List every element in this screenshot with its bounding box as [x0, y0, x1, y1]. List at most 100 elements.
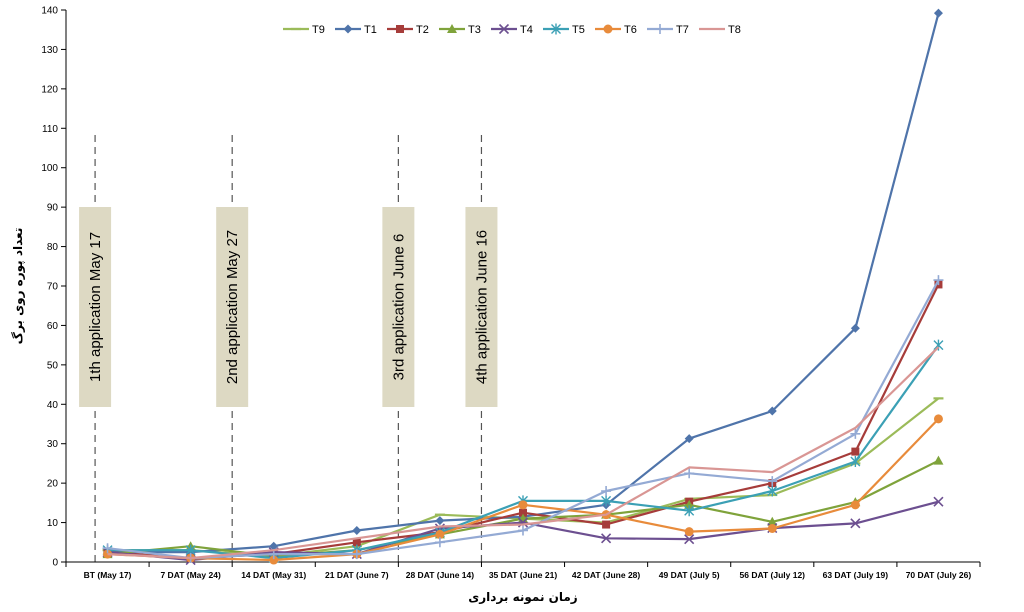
data-point-t2 [352, 538, 361, 547]
y-tick-label: 70 [47, 282, 59, 293]
data-point-t6 [933, 414, 943, 424]
data-point-t2 [519, 508, 527, 517]
data-point-t3 [767, 516, 778, 526]
y-tick-label: 90 [47, 203, 59, 214]
application-label-box [382, 207, 415, 407]
data-point-t4 [933, 496, 944, 507]
legend-item-t4: T4 [491, 23, 533, 36]
application-label-box [216, 207, 249, 407]
legend-item-t1: T1 [335, 24, 377, 36]
data-point-t7 [684, 468, 695, 479]
application-annotations: 1th application May 17 2nd application Ma… [79, 135, 498, 562]
x-tick-label: 63 DAT (July 19) [823, 570, 889, 580]
legend-label: T4 [520, 24, 533, 36]
data-point-t5 [684, 505, 695, 517]
data-point-t7 [850, 428, 861, 439]
y-tick-label: 120 [41, 84, 58, 95]
legend-marker [551, 23, 561, 35]
data-point-t6 [684, 527, 694, 537]
data-point-t5 [601, 495, 612, 507]
data-point-t1 [269, 541, 279, 551]
legend-label: T5 [572, 24, 585, 36]
legend-item-t5: T5 [543, 23, 585, 36]
legend-marker [447, 24, 457, 33]
application-label: 1th application May 17 [87, 232, 104, 382]
y-tick-label: 0 [52, 558, 58, 569]
data-point-t6 [850, 500, 860, 510]
y-tick-label: 60 [47, 321, 59, 332]
series-t6 [103, 414, 943, 565]
y-tick-label: 50 [47, 360, 59, 371]
y-tick-label: 40 [47, 400, 59, 411]
data-point-t7 [933, 275, 944, 286]
y-axis-title: تعداد پوره روی برگ [10, 228, 26, 345]
legend-label: T7 [676, 24, 689, 36]
legend-label: T1 [364, 24, 377, 36]
x-tick-label: 56 DAT (July 12) [740, 570, 806, 580]
data-point-t5 [933, 339, 944, 351]
data-point-t7 [767, 476, 778, 487]
data-point-t7 [351, 549, 362, 560]
x-tick-label: 14 DAT (May 31) [241, 570, 306, 580]
legend-item-t6: T6 [595, 24, 637, 36]
data-point-t2 [851, 447, 860, 456]
x-tick-label: 21 DAT (June 7) [325, 570, 389, 580]
data-point-t7 [601, 486, 612, 497]
data-point-t3 [684, 499, 695, 509]
legend-marker [603, 24, 613, 34]
x-tick-label: 28 DAT (June 14) [406, 570, 475, 580]
data-point-t4 [850, 518, 861, 529]
x-tick-label: 7 DAT (May 24) [160, 570, 220, 580]
x-tick-label: 49 DAT (July 5) [659, 570, 720, 580]
legend-label: T8 [728, 24, 741, 36]
legend-marker [343, 24, 353, 34]
x-tick-label: 70 DAT (July 26) [906, 570, 972, 580]
data-point-t2 [602, 520, 611, 529]
y-axis-ticks: 0 10 20 30 40 50 60 70 80 90 100 110 120 130 140 [41, 6, 66, 569]
legend-label: T2 [416, 24, 429, 36]
y-tick-label: 10 [47, 518, 59, 529]
legend-item-t7: T7 [647, 24, 689, 36]
legend-label: T6 [624, 24, 637, 36]
application-label: 3rd application June 6 [390, 234, 407, 381]
legend-item-t9: T9 [283, 24, 325, 36]
series-line-t8 [107, 346, 940, 560]
data-point-t5 [767, 485, 778, 497]
data-point-t1 [352, 525, 362, 535]
data-point-t6 [518, 500, 528, 510]
x-axis-title: زمان نمونه برداری [468, 590, 578, 605]
data-point-t1 [684, 434, 694, 444]
data-point-t6 [269, 555, 279, 565]
data-point-t5 [850, 455, 861, 467]
application-label: 4th application June 16 [473, 230, 490, 384]
x-axis-ticks: BT (May 17) 7 DAT (May 24) 14 DAT (May 31)… [65, 562, 981, 580]
application-label: 2nd application May 27 [224, 230, 241, 384]
data-point-t7 [102, 543, 113, 554]
data-point-t6 [767, 523, 777, 533]
y-tick-label: 30 [47, 439, 59, 450]
data-point-t7 [518, 525, 528, 536]
y-tick-label: 130 [41, 45, 58, 56]
x-tick-label: 35 DAT (June 21) [489, 570, 558, 580]
data-point-t4 [684, 534, 695, 545]
chart-axes: 0 10 20 30 40 50 60 70 80 90 100 110 120 130 140 BT (M… [41, 6, 981, 580]
data-point-t7 [434, 537, 445, 548]
series-layer [102, 8, 944, 566]
data-point-t1 [933, 8, 943, 18]
y-tick-label: 20 [47, 479, 59, 490]
legend-marker [396, 25, 404, 33]
data-point-t3 [933, 455, 944, 465]
legend-marker [498, 23, 510, 35]
data-point-t1 [850, 323, 860, 333]
legend-label: T9 [312, 24, 325, 36]
application-label-box [465, 207, 498, 407]
y-tick-label: 140 [41, 6, 58, 17]
legend-marker [655, 24, 665, 34]
data-point-t1 [767, 406, 777, 416]
y-tick-label: 80 [47, 242, 59, 253]
x-tick-label: 42 DAT (June 28) [572, 570, 641, 580]
legend-item-t8: T8 [699, 24, 741, 36]
data-point-t1 [435, 516, 445, 526]
legend-label: T3 [468, 24, 481, 36]
